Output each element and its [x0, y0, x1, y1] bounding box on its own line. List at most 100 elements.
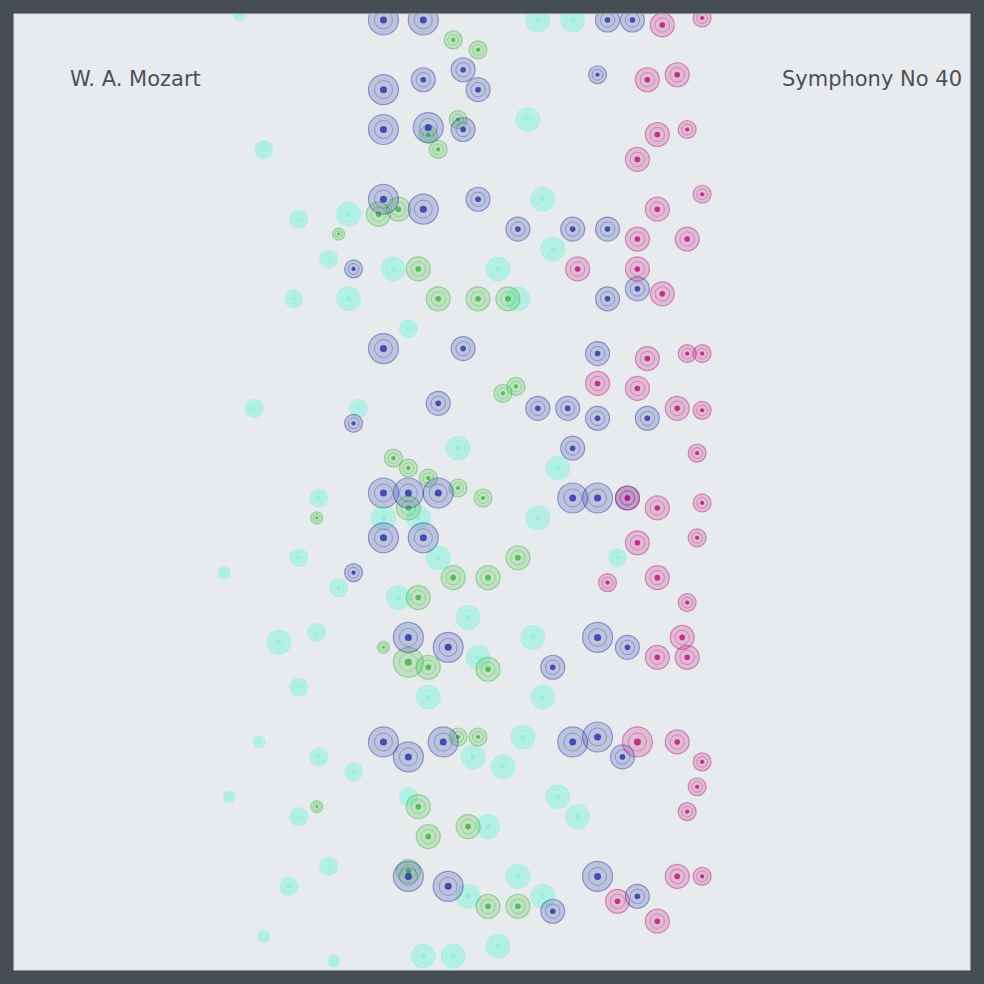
note — [526, 506, 550, 530]
note-core — [594, 733, 601, 740]
note-ring — [692, 781, 703, 792]
note-core — [460, 67, 466, 73]
note-ring — [235, 14, 242, 19]
note-ring — [456, 341, 470, 355]
note-halo — [566, 805, 590, 829]
note-ring — [374, 484, 392, 502]
note — [408, 14, 438, 35]
note-core — [470, 754, 476, 760]
note-core — [515, 226, 521, 232]
note — [233, 14, 245, 21]
note-core — [420, 953, 426, 959]
note-core — [550, 246, 556, 252]
note-ring — [630, 282, 644, 296]
note-ring — [491, 262, 505, 276]
note — [285, 290, 303, 308]
note-core — [223, 571, 226, 574]
note — [423, 478, 453, 508]
note — [368, 334, 398, 364]
note — [476, 566, 500, 590]
note-halo — [693, 753, 711, 771]
note-halo — [441, 566, 465, 590]
note-core — [317, 496, 321, 500]
note-ring — [471, 292, 485, 306]
note-halo — [345, 414, 363, 432]
note-ring — [511, 869, 525, 883]
note-halo — [688, 444, 706, 462]
note — [516, 108, 540, 132]
note-core — [635, 286, 641, 292]
note-ring — [560, 401, 574, 415]
note — [253, 736, 265, 748]
note-ring — [471, 82, 485, 96]
note-ring — [330, 957, 337, 964]
note — [496, 287, 520, 311]
note-ring — [348, 264, 359, 275]
note-halo — [605, 889, 629, 913]
note-ring — [421, 690, 435, 704]
note-core — [391, 456, 395, 460]
note — [433, 871, 463, 901]
note-halo — [615, 486, 639, 510]
note-ring — [602, 577, 613, 588]
note-core — [485, 575, 491, 581]
note-core — [297, 685, 301, 689]
note-ring — [414, 200, 432, 218]
note-core — [540, 694, 546, 700]
note-halo — [426, 391, 450, 415]
note-halo — [586, 371, 610, 395]
note-core — [700, 874, 704, 878]
note-halo — [368, 184, 398, 214]
note-ring — [411, 262, 425, 276]
note-halo — [456, 605, 480, 629]
note-halo — [599, 574, 617, 592]
note-core — [317, 755, 321, 759]
note — [328, 955, 340, 967]
note-core — [380, 489, 387, 496]
note-ring — [600, 292, 614, 306]
note — [466, 187, 490, 211]
note-core — [351, 267, 355, 271]
note-ring — [590, 411, 604, 425]
note-ring — [521, 112, 535, 126]
note-ring — [461, 610, 475, 624]
note-ring — [471, 192, 485, 206]
title: Symphony No 40 — [782, 67, 962, 91]
note-halo — [469, 728, 487, 746]
note-halo — [285, 290, 303, 308]
note-core — [380, 16, 387, 23]
note-core — [420, 206, 427, 213]
note — [320, 857, 338, 875]
note-core — [635, 540, 641, 546]
note-core — [426, 476, 430, 480]
note-halo — [393, 478, 423, 508]
note — [456, 815, 480, 839]
note-halo — [406, 586, 430, 610]
note-ring — [511, 899, 525, 913]
note — [596, 217, 620, 241]
note — [678, 121, 696, 139]
note — [413, 113, 443, 143]
note-halo — [416, 825, 440, 849]
note-ring — [293, 811, 304, 822]
note-ring — [491, 939, 505, 953]
note-core — [485, 666, 491, 672]
note — [416, 825, 440, 849]
note-core — [575, 266, 581, 272]
note — [333, 228, 345, 240]
note-ring — [590, 376, 604, 390]
note-core — [605, 226, 611, 232]
note-core — [425, 664, 431, 670]
note-ring — [374, 733, 392, 751]
note-halo — [368, 75, 398, 105]
note-halo — [233, 14, 245, 21]
note — [345, 564, 363, 582]
note-ring — [682, 124, 693, 135]
note-ring — [341, 207, 355, 221]
note-halo — [345, 564, 363, 582]
note-core — [456, 486, 460, 490]
note — [645, 566, 669, 590]
note-halo — [688, 778, 706, 796]
note-ring — [446, 570, 460, 584]
note — [474, 489, 492, 507]
